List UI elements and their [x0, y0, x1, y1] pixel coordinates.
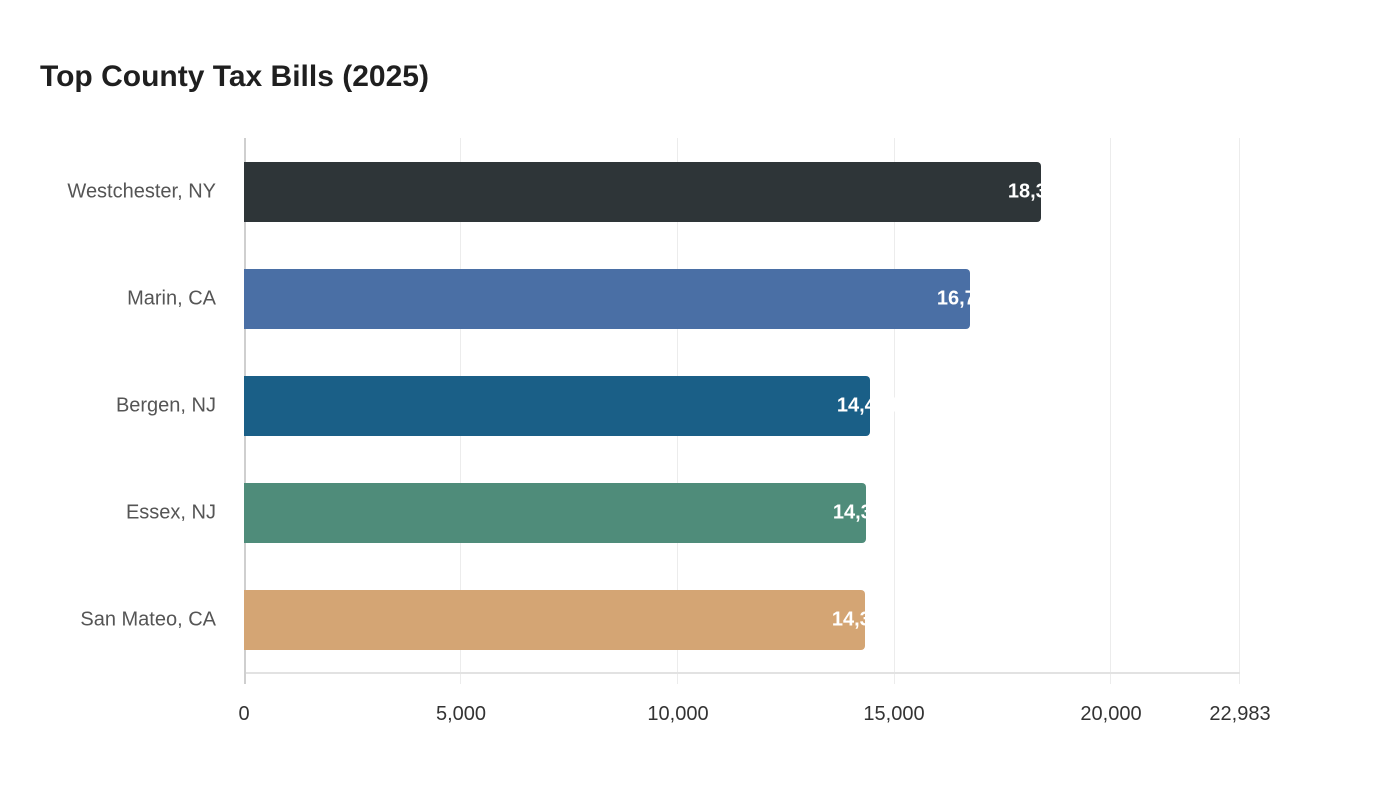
y-category-label: Marin, CA: [127, 287, 216, 310]
bar-value-label: 18,383: [1007, 180, 1069, 203]
x-tick-label: 0: [238, 703, 250, 725]
x-tick-label: 15,000: [863, 703, 925, 725]
bar-marin[interactable]: 16,744: [244, 269, 998, 329]
x-tick-label: 5,000: [435, 703, 487, 725]
bar-westchester[interactable]: 18,383: [244, 162, 1069, 222]
y-category-label: Essex, NJ: [125, 501, 216, 524]
gridline: [1239, 138, 1240, 684]
gridline: [1110, 138, 1111, 684]
y-category-label: Westchester, NY: [67, 180, 216, 203]
x-tick-label: 22,983: [1209, 703, 1271, 725]
bar-value-label: 14,342: [832, 501, 894, 524]
bar-san-mateo[interactable]: 14,319: [244, 590, 893, 650]
gridline: [894, 138, 895, 684]
y-category-label: Bergen, NJ: [115, 394, 216, 417]
x-tick-label: 20,000: [1080, 703, 1142, 725]
y-category-label: San Mateo, CA: [80, 608, 216, 631]
bar-value-label: 16,744: [936, 287, 998, 310]
bar-bergen[interactable]: 14,434: [244, 376, 898, 436]
bar-value-label: 14,319: [831, 608, 893, 631]
plot-area: 18,383 16,744 14,434 14,342 14,319: [244, 138, 1240, 684]
bar-value-label: 14,434: [836, 394, 898, 417]
x-axis-line: [244, 672, 1240, 674]
bar-essex[interactable]: 14,342: [244, 483, 894, 543]
chart-title: Top County Tax Bills (2025): [40, 60, 429, 93]
x-tick-label: 10,000: [647, 703, 709, 725]
